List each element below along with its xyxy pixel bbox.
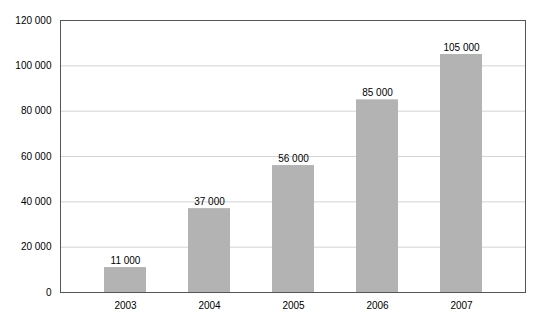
svg-text:85 000: 85 000 — [362, 87, 393, 98]
svg-text:40 000: 40 000 — [21, 196, 52, 207]
svg-text:105 000: 105 000 — [443, 42, 480, 53]
svg-text:0: 0 — [46, 287, 52, 298]
svg-text:20 000: 20 000 — [21, 241, 52, 252]
svg-text:80 000: 80 000 — [21, 105, 52, 116]
svg-text:11 000: 11 000 — [111, 255, 141, 266]
svg-text:100 000: 100 000 — [15, 60, 52, 71]
svg-text:2006: 2006 — [366, 300, 389, 311]
svg-text:2005: 2005 — [282, 300, 305, 311]
svg-text:2004: 2004 — [198, 300, 221, 311]
svg-text:2007: 2007 — [450, 300, 473, 311]
svg-text:120 000: 120 000 — [15, 15, 52, 26]
svg-text:37 000: 37 000 — [194, 196, 225, 207]
svg-text:56 000: 56 000 — [278, 153, 309, 164]
svg-text:60 000: 60 000 — [21, 151, 52, 162]
svg-text:2003: 2003 — [114, 300, 137, 311]
